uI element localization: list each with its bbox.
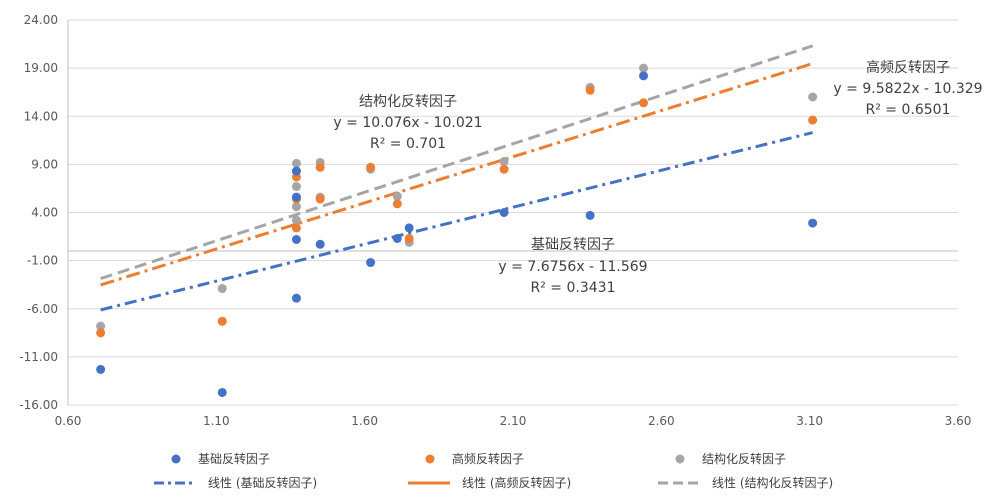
data-point: [392, 191, 402, 201]
data-point: [585, 210, 595, 220]
data-point: [404, 223, 414, 233]
x-tick-label: 2.60: [648, 414, 675, 428]
data-point: [291, 192, 301, 202]
legend-label: 结构化反转因子: [702, 451, 786, 466]
x-tick-label: 3.10: [796, 414, 823, 428]
y-tick-labels: 24.00 19.00 14.00 9.00 4.00 -1.00 -6.00 -11.00 -…: [19, 13, 58, 412]
data-point: [315, 162, 325, 172]
data-point: [291, 158, 301, 168]
data-point: [499, 164, 509, 174]
data-point: [291, 202, 301, 212]
data-point: [392, 233, 402, 243]
annotation-high: 高频反转因子 y = 9.5822x - 10.329 R² = 0.6501: [833, 59, 982, 118]
y-tick-label: -16.00: [19, 398, 58, 412]
annotation-high-equation: y = 9.5822x - 10.329: [833, 81, 982, 97]
y-tick-label: -1.00: [27, 254, 58, 268]
annotation-base-r2: R² = 0.3431: [531, 280, 616, 296]
legend-marker: [425, 454, 435, 464]
data-points: [96, 63, 818, 397]
data-point: [291, 215, 301, 225]
data-point: [315, 239, 325, 249]
data-point: [639, 71, 649, 81]
y-tick-label: 19.00: [24, 61, 58, 75]
annotation-struct-r2: R² = 0.701: [370, 136, 446, 152]
axes: [67, 20, 958, 405]
data-point: [96, 364, 106, 374]
y-tick-label: 24.00: [24, 13, 58, 27]
annotation-base-name: 基础反转因子: [531, 236, 615, 253]
x-tick-label: 1.60: [351, 414, 378, 428]
trend-lines: [100, 44, 814, 312]
data-point: [291, 223, 301, 233]
legend-label: 高频反转因子: [452, 451, 524, 466]
y-tick-label: 4.00: [31, 206, 58, 220]
x-tick-labels: 0.60 1.10 1.60 2.10 2.60 3.10 3.60: [55, 414, 972, 428]
x-tick-label: 2.10: [500, 414, 527, 428]
data-point: [585, 85, 595, 95]
data-point: [808, 92, 818, 102]
legend-marker: [171, 454, 181, 464]
data-point: [291, 166, 301, 176]
legend-label: 基础反转因子: [198, 451, 270, 466]
legend-label: 线性 (高频反转因子): [462, 475, 571, 490]
y-tick-label: 9.00: [31, 157, 58, 171]
data-point: [217, 316, 227, 326]
data-point: [639, 98, 649, 108]
x-tick-label: 3.60: [945, 414, 972, 428]
trend-line: [100, 62, 814, 287]
legend-marker: [675, 454, 685, 464]
legend-label: 线性 (基础反转因子): [208, 475, 317, 490]
data-point: [392, 199, 402, 209]
annotation-struct: 结构化反转因子 y = 10.076x - 10.021 R² = 0.701: [333, 94, 482, 152]
trend-line: [100, 131, 813, 312]
annotation-struct-name: 结构化反转因子: [359, 94, 457, 110]
x-tick-label: 0.60: [55, 414, 82, 428]
data-point: [291, 182, 301, 192]
annotation-base: 基础反转因子 y = 7.6756x - 11.569 R² = 0.3431: [498, 236, 647, 296]
data-point: [315, 194, 325, 204]
data-point: [291, 293, 301, 303]
data-point: [366, 258, 376, 268]
annotation-high-name: 高频反转因子: [866, 59, 950, 76]
legend-label: 线性 (结构化反转因子): [712, 475, 833, 490]
trend-line: [100, 44, 814, 281]
x-tick-label: 1.10: [203, 414, 230, 428]
data-point: [217, 284, 227, 294]
data-point: [808, 115, 818, 125]
y-tick-label: -6.00: [27, 302, 58, 316]
annotation-base-equation: y = 7.6756x - 11.569: [498, 259, 647, 275]
y-tick-label: 14.00: [24, 109, 58, 123]
data-point: [96, 321, 106, 331]
annotation-struct-equation: y = 10.076x - 10.021: [333, 115, 482, 131]
data-point: [499, 208, 509, 217]
data-point: [96, 328, 106, 338]
y-tick-label: -11.00: [19, 350, 58, 364]
data-point: [499, 156, 509, 166]
data-point: [639, 63, 649, 73]
data-point: [291, 234, 301, 244]
annotation-high-r2: R² = 0.6501: [866, 102, 951, 118]
data-point: [808, 218, 818, 228]
data-point: [366, 162, 376, 172]
grid-lines: [68, 19, 958, 406]
data-point: [217, 387, 227, 397]
data-point: [404, 233, 414, 243]
